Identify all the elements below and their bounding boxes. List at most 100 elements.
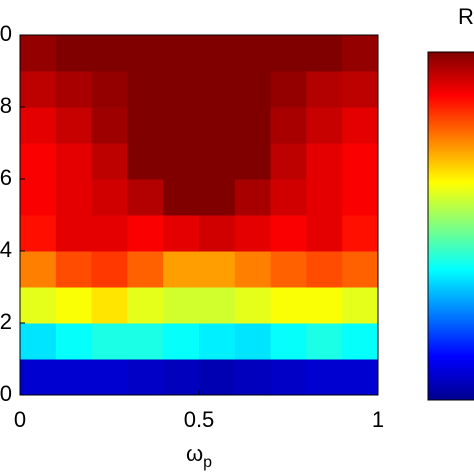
heat-cell	[270, 215, 307, 252]
heat-cell	[55, 287, 93, 324]
heat-cell	[127, 107, 164, 144]
heat-cell	[91, 107, 128, 144]
heat-cell	[342, 323, 378, 360]
heat-cell	[127, 251, 164, 288]
heat-cell	[270, 359, 307, 395]
heat-cell	[20, 107, 57, 144]
heat-cell	[163, 359, 200, 395]
heat-cell	[342, 251, 378, 288]
y-tick-label: 0	[0, 381, 12, 406]
heat-cell	[199, 251, 236, 288]
heat-cell	[234, 323, 272, 360]
heat-cell	[91, 287, 128, 324]
heat-cell	[199, 179, 236, 216]
heat-cell	[306, 215, 343, 252]
heat-cell	[270, 287, 307, 324]
x-axis-label: ωp	[186, 441, 212, 471]
heat-cell	[91, 179, 128, 216]
heat-cell	[127, 287, 164, 324]
heat-cell	[270, 71, 307, 108]
heat-cell	[20, 251, 57, 288]
heat-cell	[55, 179, 93, 216]
heat-cell	[234, 143, 272, 180]
heat-cell	[91, 251, 128, 288]
heat-cell	[55, 35, 93, 72]
heatmap	[20, 35, 378, 395]
heat-cell	[127, 359, 164, 395]
heat-cell	[20, 71, 57, 108]
heat-cell	[199, 71, 236, 108]
heat-cell	[306, 359, 343, 395]
heat-cell	[270, 143, 307, 180]
heat-cell	[234, 179, 272, 216]
heat-cell	[91, 71, 128, 108]
heat-cell	[342, 287, 378, 324]
heat-cell	[306, 107, 343, 144]
y-tick-label: 6	[0, 165, 12, 190]
x-label-main: ω	[186, 441, 203, 466]
heat-cell	[342, 143, 378, 180]
heat-cell	[55, 359, 93, 395]
heat-cell	[127, 323, 164, 360]
heat-cell	[234, 71, 272, 108]
heat-cell	[199, 359, 236, 395]
heat-cell	[342, 35, 378, 72]
heat-cell	[163, 215, 200, 252]
heat-cell	[306, 71, 343, 108]
heat-cell	[127, 143, 164, 180]
heat-cell	[342, 71, 378, 108]
heat-cell	[20, 179, 57, 216]
heat-cell	[20, 215, 57, 252]
heat-cell	[306, 251, 343, 288]
heat-cell	[91, 359, 128, 395]
x-tick-label: 0.5	[184, 407, 215, 432]
heat-cell	[270, 251, 307, 288]
y-tick-label: 8	[0, 93, 12, 118]
x-label-sub: p	[203, 454, 212, 471]
heat-cell	[163, 143, 200, 180]
heat-cell	[270, 323, 307, 360]
heat-cell	[55, 107, 93, 144]
heat-cell	[199, 287, 236, 324]
heat-cell	[55, 323, 93, 360]
heat-cell	[20, 35, 57, 72]
heat-cell	[55, 71, 93, 108]
heat-cell	[270, 107, 307, 144]
heat-cell	[199, 35, 236, 72]
heat-cell	[342, 359, 378, 395]
heat-cell	[127, 71, 164, 108]
heat-cell	[20, 287, 57, 324]
heat-cell	[306, 179, 343, 216]
heat-cell	[270, 35, 307, 72]
heat-cell	[55, 143, 93, 180]
heat-cell	[234, 107, 272, 144]
heat-cell	[234, 287, 272, 324]
heat-cell	[199, 323, 236, 360]
heat-cell	[270, 179, 307, 216]
heat-cell	[127, 179, 164, 216]
heat-cell	[55, 215, 93, 252]
heat-cell	[199, 107, 236, 144]
heat-cell	[306, 323, 343, 360]
heat-cell	[163, 323, 200, 360]
heat-cell	[91, 215, 128, 252]
heat-cell	[234, 251, 272, 288]
heat-cell	[342, 107, 378, 144]
y-tick-label: 10	[0, 21, 12, 46]
heat-cell	[163, 107, 200, 144]
heat-cell	[163, 71, 200, 108]
heat-cell	[199, 215, 236, 252]
colorbar-label: R	[458, 4, 474, 29]
heat-cell	[199, 143, 236, 180]
heat-cell	[127, 35, 164, 72]
colorbar	[427, 51, 474, 401]
heat-cell	[20, 359, 57, 395]
heat-cell	[127, 215, 164, 252]
heat-cell	[20, 143, 57, 180]
heat-cell	[163, 179, 200, 216]
heat-cell	[55, 251, 93, 288]
heat-cell	[91, 35, 128, 72]
heat-cell	[163, 251, 200, 288]
y-tick-label: 4	[0, 237, 12, 262]
